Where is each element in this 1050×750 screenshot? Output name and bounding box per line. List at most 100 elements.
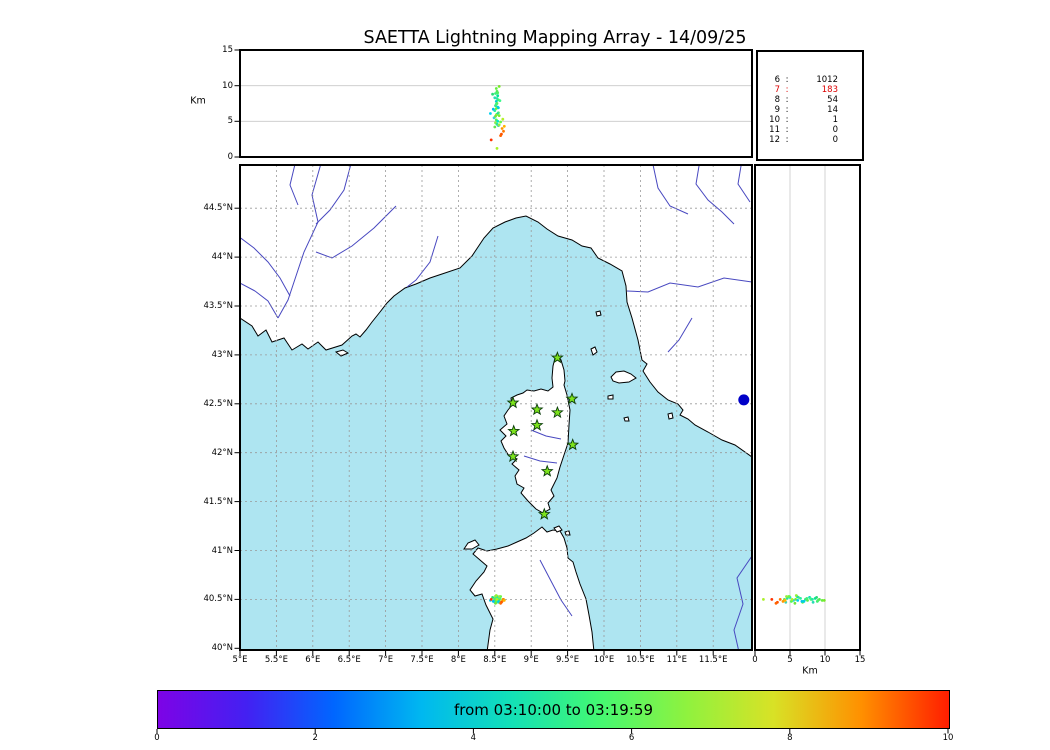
lma-station-marker — [530, 418, 544, 431]
flash-point — [762, 598, 765, 601]
flash-point — [793, 601, 797, 605]
separator: : — [785, 95, 789, 105]
altitude-tick-label: 0 — [227, 151, 233, 162]
island-corsica — [499, 353, 571, 514]
flash-point — [495, 598, 499, 601]
island-gorgona — [595, 310, 602, 317]
altitude-tick-label: 10 — [222, 80, 233, 91]
top-panel-border — [239, 49, 753, 158]
separator: : — [785, 125, 789, 135]
station-stat-row: 12: 0 — [758, 135, 862, 145]
flash-point — [494, 601, 497, 605]
flash-point — [497, 595, 501, 598]
station-stat-row: 9: 14 — [758, 105, 862, 115]
river — [277, 165, 322, 319]
station-stat-row: 8: 54 — [758, 95, 862, 105]
flash-point — [489, 112, 492, 115]
time-colorbar: from 03:10:00 to 03:19:59 — [157, 690, 950, 729]
island-giglio — [667, 412, 674, 420]
top-panel-unit-label: Km — [190, 95, 206, 107]
flash-point — [778, 598, 782, 601]
station-count-label: 10 — [769, 115, 780, 125]
flash-point — [781, 600, 785, 603]
lon-tick-label: 5.5°E — [264, 654, 288, 665]
flash-point — [499, 120, 502, 124]
km-tick-label: 0 — [752, 654, 758, 665]
station-count-label: 8 — [774, 95, 780, 105]
lma-station-marker — [506, 396, 520, 409]
island-capraia — [590, 346, 598, 356]
flash-point — [497, 114, 501, 117]
flash-point — [785, 595, 788, 598]
station-stats-body: 6:1012 7:183 8:54 9:14 10:1 11:0 12:0 — [758, 52, 862, 145]
station-count-label: 11 — [769, 125, 780, 135]
source-count-value: 54 — [827, 95, 838, 105]
colorbar-tick-label: 10 — [942, 732, 954, 743]
altitude-tick-label: 5 — [227, 116, 233, 127]
lma-station-marker — [507, 424, 521, 437]
flash-point — [502, 599, 506, 602]
rivers — [240, 165, 752, 650]
flash-point — [491, 600, 495, 603]
separator: : — [785, 105, 789, 115]
flash-point — [811, 598, 814, 601]
right-panel-gridlines — [789, 165, 826, 650]
lma-station-marker — [537, 507, 551, 520]
flash-point — [495, 97, 499, 100]
flash-point — [494, 594, 498, 597]
flash-point — [502, 124, 506, 128]
river — [406, 235, 439, 288]
flash-point — [496, 119, 500, 123]
separator: : — [785, 85, 789, 95]
station-stat-row: 11: 0 — [758, 125, 862, 135]
station-count-label: 9 — [774, 105, 780, 115]
island-sardinia — [469, 526, 595, 650]
river — [737, 165, 751, 203]
lat-tick-label: 41°N — [211, 545, 233, 556]
flash-points-altitude-lat — [762, 594, 826, 605]
island-montecristo — [623, 416, 630, 422]
lat-tick-label: 40.5°N — [203, 594, 233, 605]
altitude-longitude-panel — [240, 50, 752, 157]
flash-point — [500, 127, 504, 130]
station-stats-panel: 6:1012 7:183 8:54 9:14 10:1 11:0 12:0 — [756, 50, 864, 161]
flash-point — [494, 92, 497, 95]
separator: : — [785, 75, 789, 85]
flash-point — [799, 597, 802, 600]
right-panel-border — [754, 164, 861, 651]
flash-point — [790, 598, 794, 601]
colorbar-tick-label: 8 — [787, 732, 793, 743]
flash-point — [796, 599, 800, 602]
flash-point — [491, 596, 494, 599]
source-count-value: 1 — [832, 115, 838, 125]
lon-tick-label: 7°E — [378, 654, 394, 665]
lon-tick-label: 5°E — [232, 654, 248, 665]
lma-station-marker — [530, 402, 544, 416]
river — [240, 236, 291, 297]
station-stat-row: 7: 183 — [758, 85, 862, 95]
flash-point — [494, 114, 497, 118]
lon-tick-label: 6°E — [305, 654, 321, 665]
river — [695, 165, 735, 225]
lon-tick-label: 11°E — [666, 654, 688, 665]
flash-point — [499, 601, 502, 605]
lon-tick-label: 8.5°E — [483, 654, 507, 665]
station-count-label: 7 — [774, 85, 780, 95]
flash-point — [794, 598, 797, 601]
km-tick-label: 10 — [819, 654, 831, 665]
flash-point — [494, 102, 498, 106]
lat-tick-label: 44.5°N — [203, 202, 233, 213]
lat-tick-label: 42.5°N — [203, 398, 233, 409]
lat-tick-label: 41.5°N — [203, 496, 233, 507]
flash-point — [808, 597, 812, 600]
colorbar-tick-label: 2 — [312, 732, 318, 743]
colorbar-tick-label: 0 — [154, 732, 160, 743]
flash-point — [794, 594, 798, 597]
flash-point — [495, 147, 499, 150]
lma-station-marker — [565, 392, 579, 405]
lon-tick-label: 10°E — [593, 654, 615, 665]
river — [539, 559, 573, 617]
lat-tick-label: 43.5°N — [203, 300, 233, 311]
station-count-label: 12 — [769, 135, 780, 145]
